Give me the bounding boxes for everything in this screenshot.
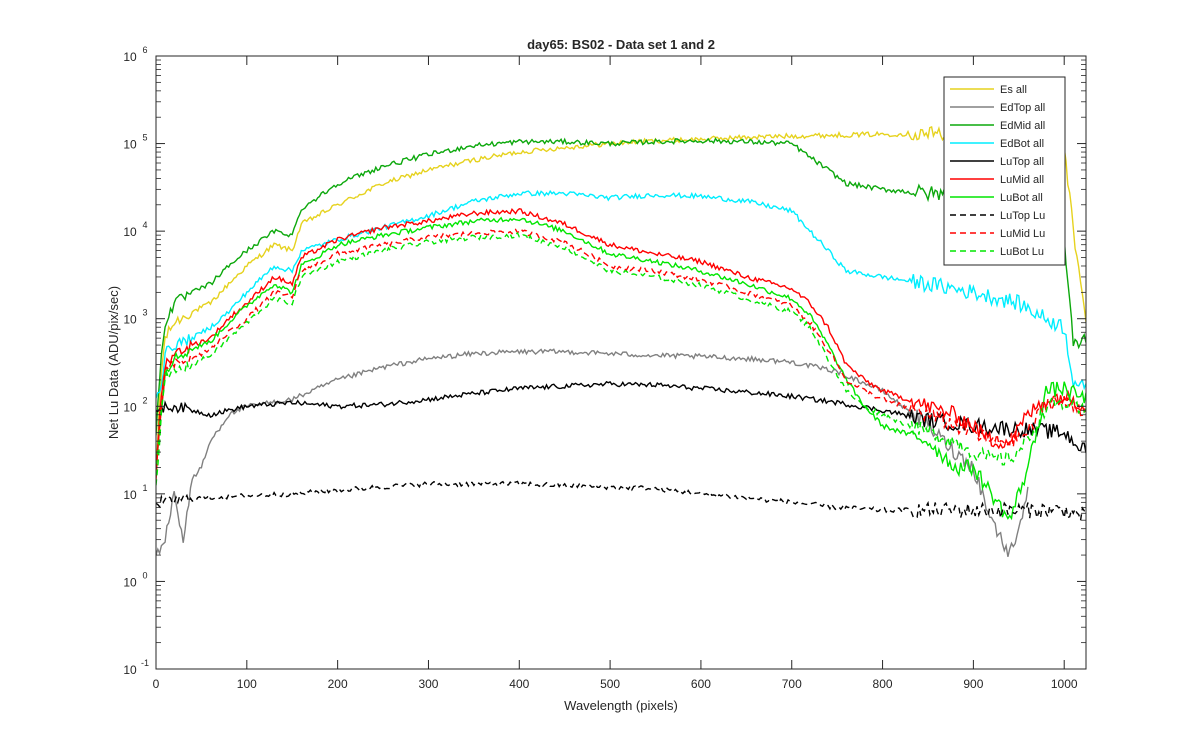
series-line-5 — [156, 208, 1086, 469]
x-tick-label: 200 — [328, 677, 348, 691]
legend-label: EdBot all — [1000, 138, 1044, 150]
series-line-4 — [156, 380, 1086, 454]
legend-label: LuTop Lu — [1000, 210, 1045, 222]
y-tick-label: 10 — [123, 50, 137, 64]
y-tick-label: 10 — [123, 138, 137, 152]
y-tick-label: 10 — [123, 313, 137, 327]
series-line-2 — [156, 137, 1086, 436]
y-tick-exponent: 1 — [142, 483, 147, 493]
legend-label: LuMid all — [1000, 174, 1044, 186]
legend-label: EdTop all — [1000, 102, 1045, 114]
y-tick-exponent: -1 — [141, 658, 149, 668]
y-tick-label: 10 — [123, 663, 137, 677]
y-tick-label: 10 — [123, 575, 137, 589]
series-line-6 — [156, 216, 1086, 521]
series-line-8 — [156, 228, 1086, 481]
y-tick-exponent: 6 — [142, 45, 147, 55]
x-tick-label: 400 — [509, 677, 529, 691]
y-tick-exponent: 0 — [142, 570, 147, 580]
y-tick-label: 10 — [123, 400, 137, 414]
x-tick-label: 100 — [237, 677, 257, 691]
series-line-3 — [156, 189, 1086, 399]
y-tick-exponent: 5 — [142, 133, 147, 143]
x-tick-label: 300 — [418, 677, 438, 691]
legend-label: Es all — [1000, 84, 1027, 96]
x-tick-label: 900 — [963, 677, 983, 691]
y-axis-label: Net Lu Data (ADU/pix/sec) — [106, 286, 121, 439]
series-line-1 — [156, 348, 1029, 557]
y-axis: 10 -1 10 0 10 1 10 2 10 3 10 4 10 5 10 6 — [123, 45, 1086, 677]
plot-frame — [155, 55, 1087, 670]
x-tick-label: 800 — [873, 677, 893, 691]
y-tick-exponent: 3 — [142, 308, 147, 318]
legend-label: LuBot all — [1000, 192, 1043, 204]
series-line-9 — [156, 231, 1086, 486]
series-line-0 — [156, 123, 1086, 474]
x-tick-label: 700 — [782, 677, 802, 691]
y-tick-label: 10 — [123, 488, 137, 502]
legend-label: LuTop all — [1000, 156, 1044, 168]
x-axis: 0 100 200 300 400 500 600 700 800 900 1000 — [153, 56, 1078, 691]
x-tick-label: 0 — [153, 677, 160, 691]
x-tick-label: 1000 — [1051, 677, 1078, 691]
legend: Es all EdTop all EdMid all EdBot all LuTop a… — [943, 76, 1066, 266]
y-tick-label: 10 — [123, 225, 137, 239]
legend-label: LuBot Lu — [1000, 246, 1044, 258]
series-line-7 — [156, 480, 1086, 521]
legend-label: LuMid Lu — [1000, 228, 1045, 240]
y-tick-exponent: 4 — [142, 220, 147, 230]
x-axis-label: Wavelength (pixels) — [564, 698, 678, 713]
x-tick-label: 600 — [691, 677, 711, 691]
chart-title: day65: BS02 - Data set 1 and 2 — [527, 37, 715, 52]
x-tick-label: 500 — [600, 677, 620, 691]
legend-label: EdMid all — [1000, 120, 1045, 132]
series-layer — [156, 123, 1086, 557]
y-tick-exponent: 2 — [142, 395, 147, 405]
